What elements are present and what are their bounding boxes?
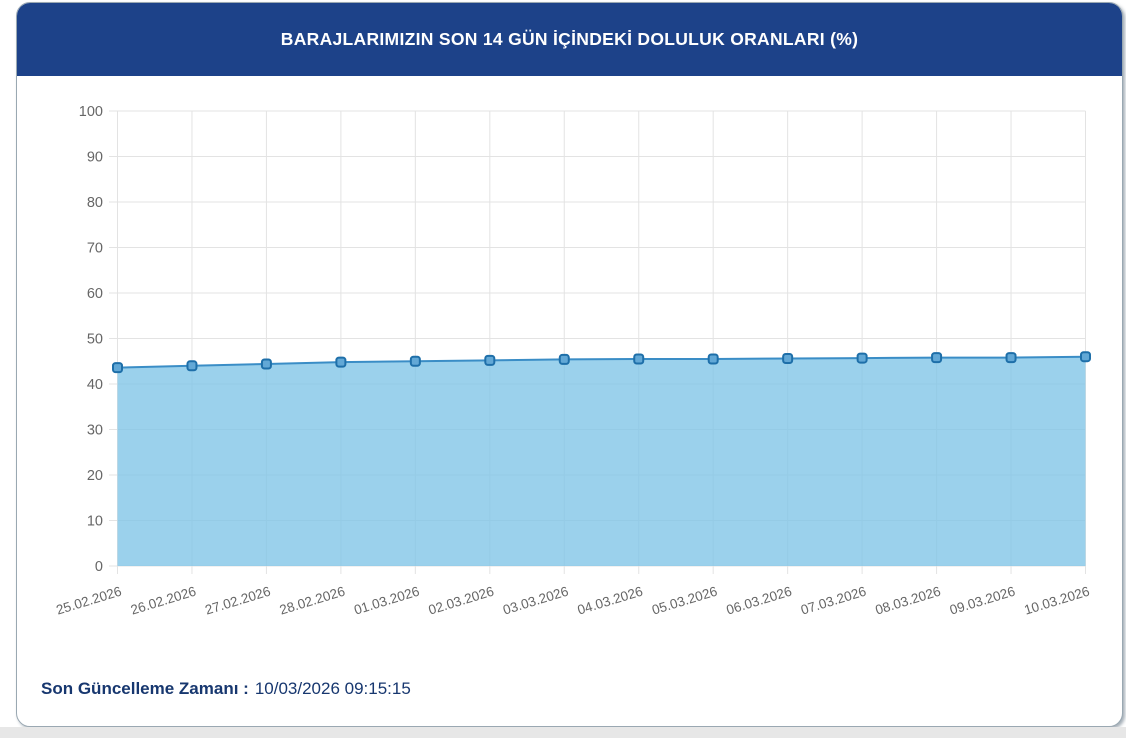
y-axis-tick-label: 10 bbox=[87, 514, 103, 530]
y-axis-tick-label: 20 bbox=[87, 468, 103, 484]
page-bottom-strip bbox=[0, 727, 1126, 738]
data-point-marker[interactable] bbox=[335, 356, 347, 368]
dam-fill-chart[interactable]: 0 10 20 30 40 50 60 70 80 90 100 25.02.2026 26.02.20… bbox=[17, 76, 1123, 636]
chart-line bbox=[117, 355, 1086, 369]
x-axis-tick-label: 10.03.2026 bbox=[1022, 584, 1091, 618]
x-axis-tick-label: 09.03.2026 bbox=[948, 584, 1017, 618]
y-axis-tick-label: 0 bbox=[95, 559, 103, 575]
x-axis-tick-label: 04.03.2026 bbox=[576, 584, 645, 618]
x-axis-tick-label: 25.02.2026 bbox=[54, 584, 123, 618]
y-axis-tick-label: 30 bbox=[87, 423, 103, 439]
data-point-marker[interactable] bbox=[484, 354, 496, 366]
y-axis-tick-label: 80 bbox=[87, 195, 103, 211]
y-axis-tick-label: 100 bbox=[79, 104, 103, 120]
chart-title-bar: BARAJLARIMIZIN SON 14 GÜN İÇİNDEKİ DOLUL… bbox=[17, 3, 1122, 76]
x-axis-tick-label: 07.03.2026 bbox=[799, 584, 868, 618]
y-axis-tick-label: 70 bbox=[87, 241, 103, 257]
last-update-label: Son Güncelleme Zamanı : bbox=[41, 679, 249, 698]
data-point-marker[interactable] bbox=[409, 355, 421, 367]
chart-area-fill bbox=[117, 356, 1086, 566]
data-point-marker[interactable] bbox=[782, 353, 794, 365]
x-axis-tick-label: 08.03.2026 bbox=[873, 584, 942, 618]
chart-container: 0 10 20 30 40 50 60 70 80 90 100 25.02.2026 26.02.20… bbox=[17, 76, 1123, 636]
x-axis-tick-label: 03.03.2026 bbox=[501, 584, 570, 618]
y-axis-tick-label: 50 bbox=[87, 332, 103, 348]
data-point-marker[interactable] bbox=[633, 353, 645, 365]
dam-fill-card: BARAJLARIMIZIN SON 14 GÜN İÇİNDEKİ DOLUL… bbox=[16, 2, 1123, 727]
data-point-marker[interactable] bbox=[856, 352, 868, 364]
data-point-marker[interactable] bbox=[707, 353, 719, 365]
data-point-marker[interactable] bbox=[1080, 351, 1091, 363]
last-update-line: Son Güncelleme Zamanı : 10/03/2026 09:15:… bbox=[41, 679, 411, 699]
data-point-marker[interactable] bbox=[112, 362, 123, 374]
x-axis-tick-label: 05.03.2026 bbox=[650, 584, 719, 618]
data-point-marker[interactable] bbox=[260, 358, 272, 370]
chart-title: BARAJLARIMIZIN SON 14 GÜN İÇİNDEKİ DOLUL… bbox=[280, 29, 859, 49]
y-axis-tick-label: 40 bbox=[87, 377, 103, 393]
x-axis-tick-label: 27.02.2026 bbox=[203, 584, 272, 618]
last-update-value: 10/03/2026 09:15:15 bbox=[254, 679, 411, 698]
data-point-marker[interactable] bbox=[1005, 352, 1017, 364]
y-axis-tick-label: 90 bbox=[87, 150, 103, 166]
x-axis-tick-label: 28.02.2026 bbox=[278, 584, 347, 618]
y-axis-tick-label: 60 bbox=[87, 286, 103, 302]
x-axis-tick-label: 26.02.2026 bbox=[129, 584, 198, 618]
x-axis-tick-label: 06.03.2026 bbox=[725, 584, 794, 618]
x-axis-tick-label: 02.03.2026 bbox=[427, 584, 496, 618]
data-point-marker[interactable] bbox=[558, 353, 570, 365]
data-point-marker[interactable] bbox=[931, 352, 943, 364]
x-axis-tick-label: 01.03.2026 bbox=[352, 584, 421, 618]
data-point-marker[interactable] bbox=[186, 360, 198, 372]
